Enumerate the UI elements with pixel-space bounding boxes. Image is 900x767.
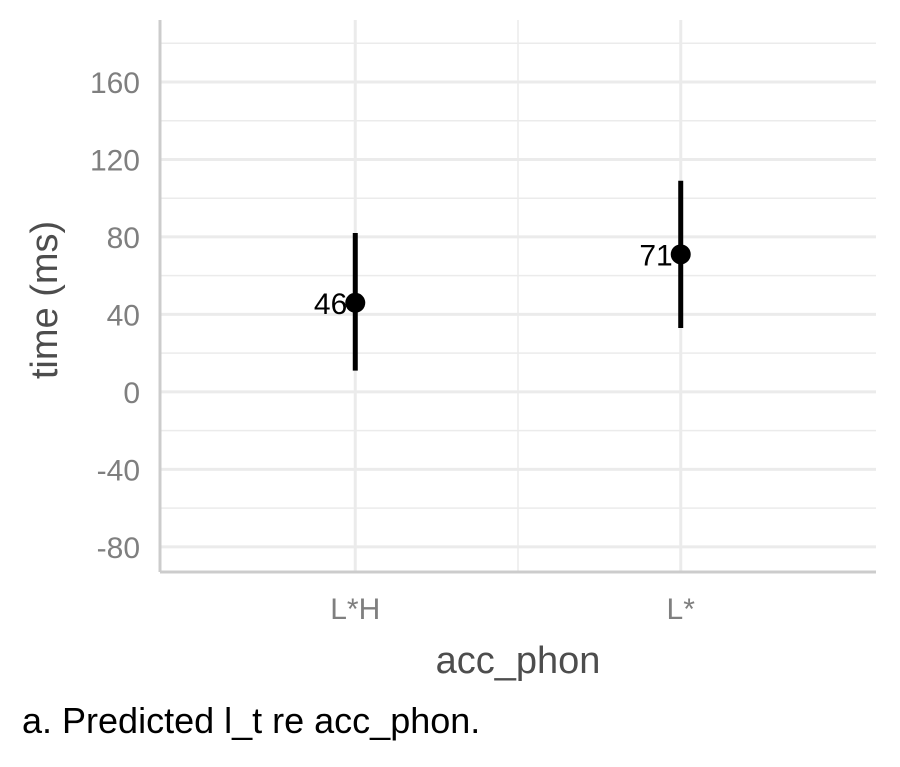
x-tick-label: L*H <box>330 593 380 626</box>
figure-caption: a. Predicted l_t re acc_phon. <box>22 700 481 741</box>
minor-gridlines <box>160 20 876 572</box>
y-tick-label: 120 <box>90 144 140 177</box>
y-tick-label: -80 <box>97 532 140 565</box>
y-tick-label: -40 <box>97 454 140 487</box>
y-axis-title: time (ms) <box>24 221 66 379</box>
y-tick-labels: -80 -40 0 40 80 120 160 <box>90 67 140 565</box>
x-tick-labels: L*H L* <box>330 593 695 626</box>
y-tick-label: 160 <box>90 67 140 100</box>
y-tick-label: 80 <box>107 222 140 255</box>
x-tick-label: L* <box>667 593 696 626</box>
data-label: 71 <box>639 239 672 272</box>
data-point <box>670 244 691 265</box>
data-marks: 46 71 <box>314 180 691 371</box>
data-label: 46 <box>314 288 347 321</box>
chart: -80 -40 0 40 80 120 160 L*H L* 46 71 acc_phon ti… <box>24 20 876 682</box>
y-tick-label: 0 <box>123 377 140 410</box>
y-tick-label: 40 <box>107 299 140 332</box>
data-point <box>345 292 366 313</box>
axes <box>158 20 876 574</box>
x-axis-title: acc_phon <box>436 640 601 682</box>
